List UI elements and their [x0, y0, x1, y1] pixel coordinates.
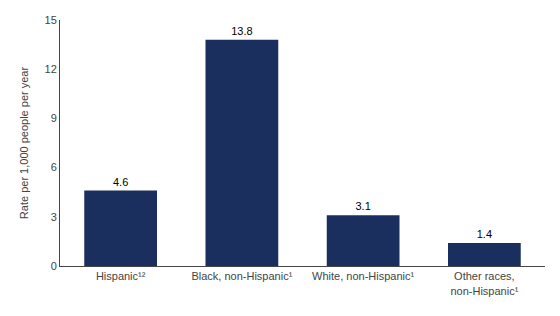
svg-text:3.1: 3.1: [355, 200, 370, 212]
svg-text:1.4: 1.4: [477, 228, 492, 240]
svg-text:3: 3: [51, 211, 57, 223]
svg-text:15: 15: [45, 14, 57, 26]
svg-text:Other races,non-Hispanic¹: Other races,non-Hispanic¹: [450, 270, 518, 296]
svg-text:Black, non-Hispanic¹: Black, non-Hispanic¹: [191, 270, 292, 282]
svg-text:9: 9: [51, 112, 57, 124]
svg-text:6: 6: [51, 161, 57, 173]
svg-text:White, non-Hispanic¹: White, non-Hispanic¹: [312, 270, 414, 282]
svg-text:4.6: 4.6: [113, 176, 128, 188]
svg-text:Hispanic¹²: Hispanic¹²: [96, 270, 146, 282]
svg-text:12: 12: [45, 63, 57, 75]
svg-text:13.8: 13.8: [231, 25, 252, 37]
svg-text:Rate per 1,000 people per year: Rate per 1,000 people per year: [18, 67, 30, 220]
svg-text:0: 0: [51, 260, 57, 272]
